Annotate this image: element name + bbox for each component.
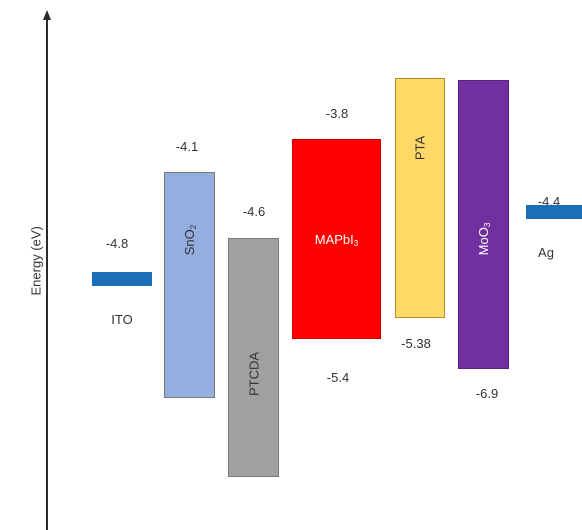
pta-bottom-value: -5.38 — [386, 336, 446, 351]
ptcda-label: PTCDA — [246, 352, 261, 396]
sno2-label: SnO2 — [182, 225, 198, 255]
mapbi3-layer-box: MAPbI3 — [292, 139, 381, 339]
energy-axis-label: Energy (eV) — [29, 236, 44, 296]
sno2-layer-box: SnO2 — [164, 172, 215, 398]
mapbi3-bottom-value: -5.4 — [308, 370, 368, 385]
ptcda-layer-box: PTCDA — [228, 238, 279, 477]
moo3-bottom-value: -6.9 — [457, 386, 517, 401]
moo3-layer-box: MoO3 — [458, 80, 509, 369]
pta-label: PTA — [413, 136, 428, 160]
pta-layer-box: PTA — [395, 78, 445, 318]
energy-axis-line — [46, 18, 48, 530]
mapbi3-top-value: -3.8 — [307, 106, 367, 121]
ito-work-function-value: -4.8 — [87, 236, 147, 251]
moo3-label: MoO3 — [476, 223, 492, 256]
ag-label: Ag — [516, 245, 576, 260]
ito-electrode-bar — [92, 272, 152, 286]
mapbi3-label: MAPbI3 — [293, 232, 380, 248]
sno2-level-value: -4.1 — [157, 139, 217, 154]
energy-axis-arrow-icon — [43, 10, 51, 20]
ag-electrode-bar — [526, 205, 582, 219]
ptcda-level-value: -4.6 — [224, 204, 284, 219]
ito-label: ITO — [92, 312, 152, 327]
